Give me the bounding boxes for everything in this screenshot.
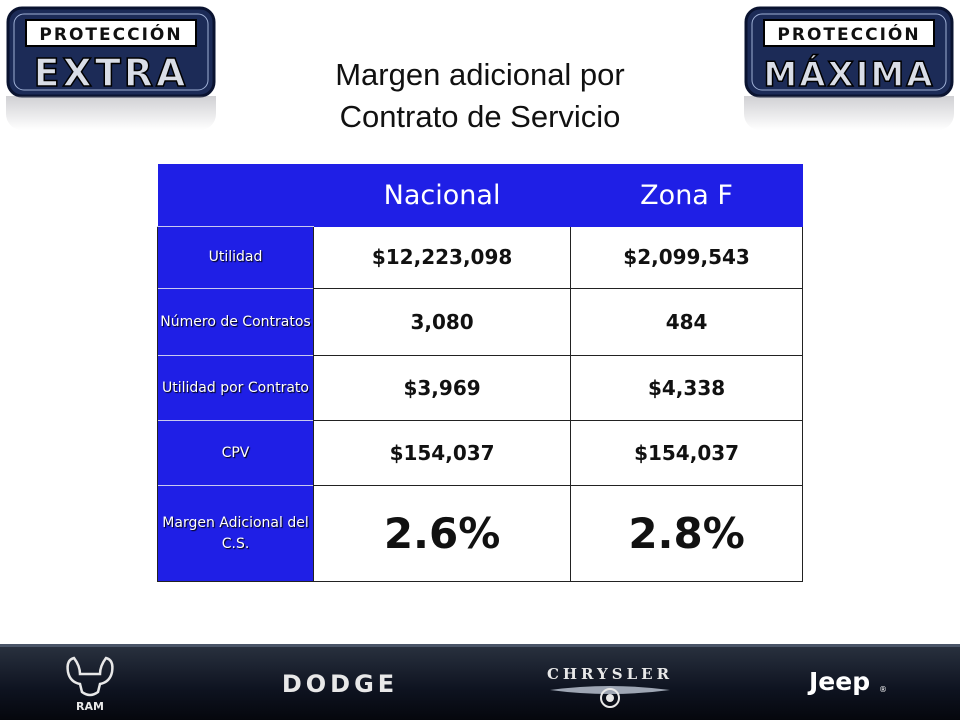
cell-nacional: $154,037 [312,420,572,486]
cell-nacional: $12,223,098 [312,226,572,289]
title-line-1: Margen adicional por [335,57,625,92]
cell-zona-f: 484 [570,288,803,356]
logo-reflection [6,96,216,130]
cell-zona-f: 2.8% [570,485,803,582]
row-label: Utilidad [157,226,314,289]
table-header-row: Nacional Zona F [157,164,803,227]
brand-footer: RAM DODGE CHRYSLER Jeep ® [0,644,960,720]
dodge-text: DODGE [282,670,398,698]
svg-text:PROTECCIÓN: PROTECCIÓN [39,23,182,45]
header-zona-f: Zona F [570,164,803,227]
row-label: Número de Contratos [157,288,314,356]
row-label: Utilidad por Contrato [157,355,314,421]
svg-text:®: ® [879,685,887,694]
chrysler-logo: CHRYSLER [547,665,673,708]
logo-reflection [744,96,954,130]
table-row: Número de Contratos 3,080 484 [157,288,803,356]
cell-zona-f: $154,037 [570,420,803,486]
cell-nacional: $3,969 [312,355,572,421]
svg-text:EXTRA: EXTRA [34,51,189,95]
table-row: Margen Adicional del C.S. 2.6% 2.8% [157,485,803,582]
header-empty-cell [157,164,314,227]
title-line-2: Contrato de Servicio [339,99,621,134]
cell-nacional: 3,080 [312,288,572,356]
dodge-logo: DODGE [282,670,398,698]
proteccion-maxima-logo: PROTECCIÓN MÁXIMA [744,6,954,98]
row-label: CPV [157,420,314,486]
ram-logo: RAM [66,656,114,713]
margin-table: Nacional Zona F Utilidad $12,223,098 $2,… [157,164,803,582]
cell-zona-f: $4,338 [570,355,803,421]
svg-text:MÁXIMA: MÁXIMA [763,54,934,95]
jeep-text: Jeep [807,667,870,696]
cell-nacional: 2.6% [312,485,572,582]
footer-stripe [0,644,960,647]
table-row: Utilidad por Contrato $3,969 $4,338 [157,355,803,421]
svg-text:PROTECCIÓN: PROTECCIÓN [777,23,920,45]
chrysler-text: CHRYSLER [547,665,673,683]
table-row: CPV $154,037 $154,037 [157,420,803,486]
table-row: Utilidad $12,223,098 $2,099,543 [157,226,803,289]
jeep-logo: Jeep ® [807,667,887,696]
ram-text: RAM [76,700,104,713]
row-label: Margen Adicional del C.S. [157,485,314,582]
proteccion-extra-logo: PROTECCIÓN EXTRA [6,6,216,98]
header-nacional: Nacional [313,164,571,227]
cell-zona-f: $2,099,543 [570,226,803,289]
slide-title: Margen adicional por Contrato de Servici… [230,54,730,138]
